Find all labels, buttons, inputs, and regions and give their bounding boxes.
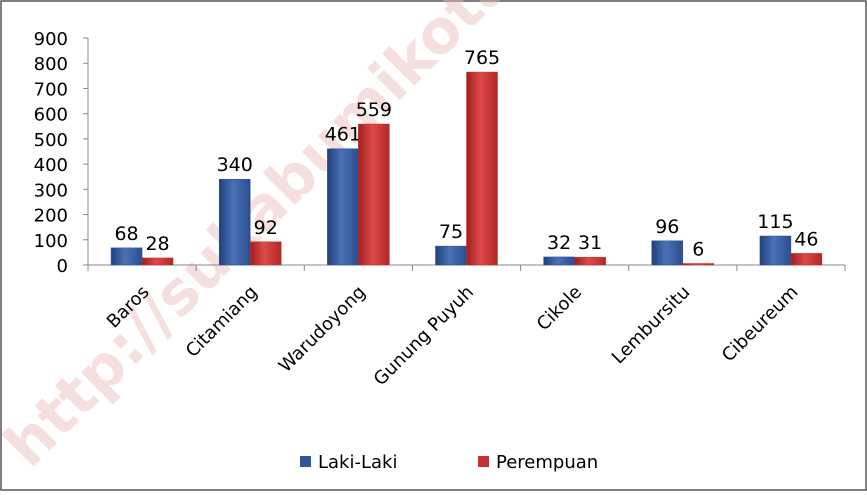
bar xyxy=(682,263,715,266)
bar xyxy=(759,235,792,266)
y-tick-label: 200 xyxy=(34,206,68,227)
y-tick-label: 400 xyxy=(34,155,68,176)
data-label: 461 xyxy=(325,124,361,146)
data-label: 75 xyxy=(439,221,463,243)
y-tick-label: 100 xyxy=(34,231,68,252)
data-label: 559 xyxy=(356,99,392,121)
bar xyxy=(110,247,143,266)
legend-swatch xyxy=(300,456,311,467)
bar xyxy=(543,256,575,266)
bar xyxy=(435,245,467,266)
bar xyxy=(790,253,823,266)
data-label: 765 xyxy=(464,47,500,69)
data-label: 340 xyxy=(217,154,253,176)
y-tick-label: 900 xyxy=(34,29,68,50)
bar xyxy=(651,240,684,266)
data-label: 96 xyxy=(655,216,679,238)
data-label: 28 xyxy=(145,233,169,255)
y-tick-label: 500 xyxy=(34,130,68,151)
y-tick-label: 600 xyxy=(34,105,68,126)
y-tick-label: 800 xyxy=(34,54,68,75)
legend-swatch xyxy=(478,456,489,467)
data-label: 32 xyxy=(547,232,571,254)
data-label: 6 xyxy=(692,238,704,260)
y-tick-label: 0 xyxy=(57,256,68,277)
data-label: 92 xyxy=(254,217,278,239)
legend-label: Laki-Laki xyxy=(318,452,397,473)
bar xyxy=(466,71,498,266)
data-label: 68 xyxy=(114,223,138,245)
bar xyxy=(327,148,359,266)
y-tick-label: 300 xyxy=(34,180,68,201)
bar xyxy=(574,256,606,266)
bar xyxy=(218,178,251,266)
data-label: 31 xyxy=(578,232,602,254)
bar xyxy=(141,257,174,266)
bar xyxy=(249,241,282,266)
data-label: 115 xyxy=(757,211,793,233)
y-tick-label: 700 xyxy=(34,79,68,100)
legend-label: Perempuan xyxy=(496,452,598,473)
bar xyxy=(358,123,390,266)
data-label: 46 xyxy=(794,228,818,250)
